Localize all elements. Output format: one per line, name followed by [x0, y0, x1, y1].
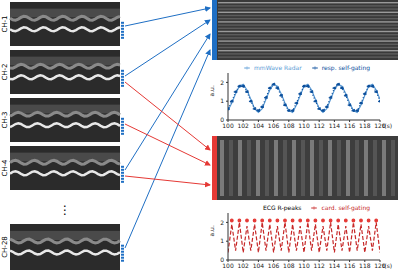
svg-text:t(s): t(s)	[382, 262, 392, 269]
svg-text:118: 118	[359, 122, 371, 129]
html-text:card. self-gating: card. self-gating	[321, 204, 370, 211]
svg-text:108: 108	[283, 262, 295, 269]
svg-text:CH-4: CH-4	[1, 159, 9, 177]
svg-text:116: 116	[344, 122, 356, 129]
svg-text:112: 112	[313, 262, 325, 269]
svg-text:100: 100	[222, 122, 234, 129]
svg-text:1: 1	[220, 97, 224, 104]
svg-text:a.u.: a.u.	[208, 85, 215, 96]
svg-text:a.u.: a.u.	[208, 225, 215, 236]
svg-text:104: 104	[253, 122, 265, 129]
html-text:mmWave Radar: mmWave Radar	[253, 64, 302, 71]
svg-text:CH-2: CH-2	[1, 63, 9, 80]
svg-text:118: 118	[359, 262, 371, 269]
svg-text:120: 120	[374, 122, 386, 130]
svg-text:2: 2	[220, 79, 224, 86]
svg-text:114: 114	[329, 262, 341, 269]
svg-text:t(s): t(s)	[382, 122, 392, 129]
svg-text:100: 100	[222, 262, 234, 269]
svg-text:102: 102	[237, 262, 249, 269]
svg-text:0: 0	[220, 116, 224, 123]
svg-text:104: 104	[253, 262, 265, 269]
html-text:ECG R-peaks: ECG R-peaks	[263, 204, 302, 211]
svg-text:108: 108	[283, 122, 295, 129]
svg-text:102: 102	[237, 122, 249, 129]
svg-text:120: 120	[374, 262, 386, 270]
html-text:resp. self-gating: resp. self-gating	[321, 64, 370, 71]
svg-text:⋮: ⋮	[59, 203, 71, 217]
svg-text:114: 114	[329, 122, 341, 129]
svg-text:2: 2	[220, 219, 224, 226]
svg-text:CH-28: CH-28	[1, 236, 9, 258]
svg-text:112: 112	[313, 122, 325, 129]
svg-text:110: 110	[298, 122, 310, 129]
svg-text:CH-3: CH-3	[1, 111, 9, 128]
svg-text:106: 106	[268, 262, 280, 269]
svg-text:1: 1	[220, 237, 224, 244]
svg-text:116: 116	[344, 262, 356, 269]
svg-text:110: 110	[298, 262, 310, 269]
svg-text:CH-1: CH-1	[1, 15, 9, 32]
svg-text:106: 106	[268, 122, 280, 129]
svg-text:0: 0	[220, 256, 224, 263]
